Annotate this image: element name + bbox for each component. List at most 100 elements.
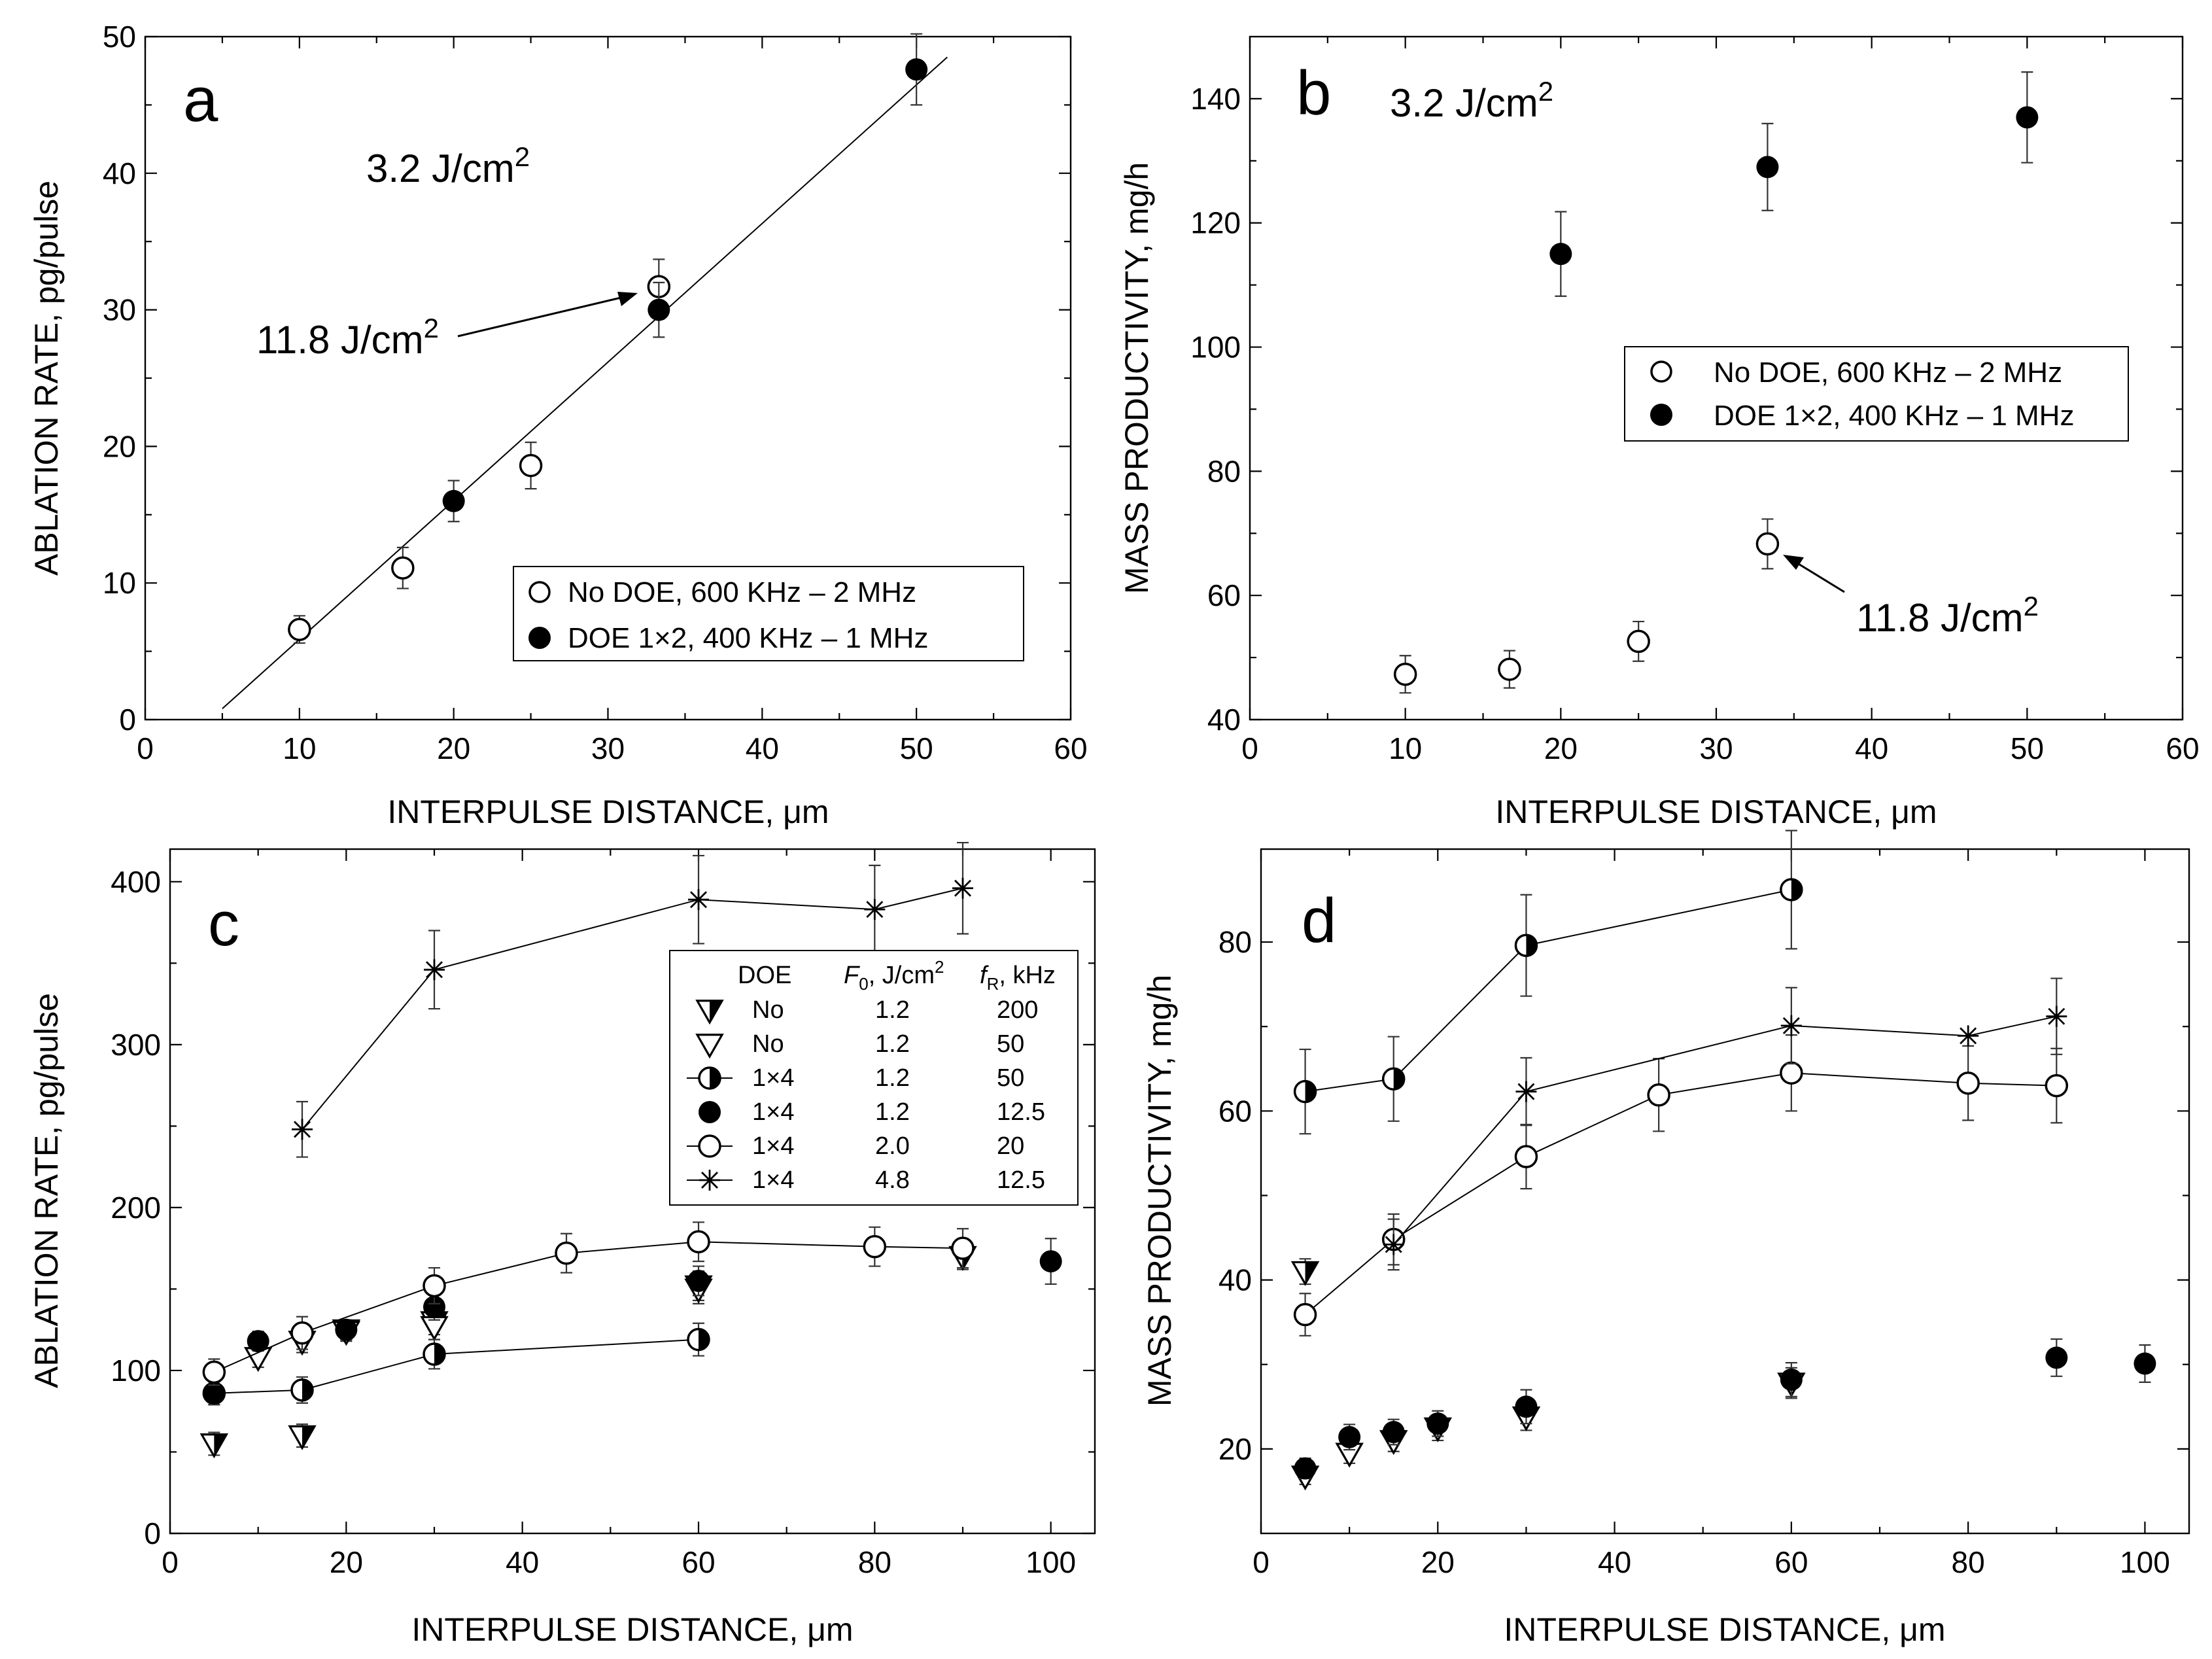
plot-frame-c — [169, 848, 1096, 1535]
x-tick-label-a: 10 — [283, 731, 316, 765]
data-point-d-0-fill — [1305, 1262, 1318, 1284]
x-tick-label-a: 30 — [591, 731, 625, 765]
data-point-d-4 — [1293, 1302, 1317, 1327]
plot-area-c: 0 20 40 60 80 100 0 100 200 300 400 INTERPULSE DIST… — [28, 841, 1096, 1648]
data-point-d-4 — [1956, 1071, 1980, 1095]
data-point-c-3 — [423, 1295, 445, 1318]
data-point-d-5 — [1515, 1081, 1537, 1102]
y-tick-label-c: 400 — [111, 865, 161, 899]
series-c-3 — [203, 1238, 1062, 1406]
series-d-1 — [1290, 1367, 1806, 1491]
x-tick-label-d: 60 — [1774, 1545, 1808, 1579]
y-tick-label-c: 200 — [111, 1191, 161, 1225]
data-point-d-3 — [1382, 1421, 1405, 1444]
data-point-b-1 — [1549, 243, 1572, 266]
legend-marker-c-5 — [699, 1170, 720, 1191]
y-tick-label-c: 300 — [111, 1028, 161, 1062]
data-point-d-0 — [1290, 1261, 1320, 1286]
series-line-d-4 — [1304, 1072, 2057, 1316]
legend-doe-c: 1×4 — [752, 1064, 794, 1092]
data-point-d-3 — [2134, 1352, 2156, 1375]
data-point-a-0 — [519, 453, 543, 478]
series-d-0 — [1290, 1258, 1320, 1286]
series-b-1 — [1549, 71, 2039, 297]
data-point-b-0 — [1627, 629, 1650, 654]
data-point-c-4 — [202, 1360, 226, 1384]
data-point-a-1 — [442, 489, 465, 512]
x-tick-label-c: 20 — [330, 1545, 363, 1579]
panel-letter-a: a — [183, 65, 218, 135]
series-d-5 — [1383, 977, 2067, 1271]
x-tick-label-c: 0 — [162, 1545, 179, 1579]
x-tick-label-a: 40 — [746, 731, 779, 765]
data-point-b-0 — [1498, 657, 1521, 681]
data-point-c-4 — [863, 1234, 887, 1259]
data-point-d-2 — [1381, 1067, 1406, 1091]
data-point-d-3 — [2045, 1346, 2068, 1369]
data-point-d-3 — [1338, 1425, 1361, 1448]
x-tick-label-b: 30 — [1699, 731, 1733, 765]
legend-header-fluence: F0, J/cm2 — [844, 957, 944, 994]
y-tick-label-d: 40 — [1218, 1263, 1252, 1297]
data-point-c-3 — [203, 1382, 226, 1405]
data-point-d-5 — [2046, 1005, 2067, 1027]
x-axis-title-d: INTERPULSE DISTANCE, μm — [1504, 1611, 1945, 1648]
x-tick-label-c: 60 — [682, 1545, 715, 1579]
data-point-d-4 — [2045, 1074, 2069, 1098]
panel-c: 0 20 40 60 80 100 0 100 200 300 400 INTERPULSE DIST… — [28, 841, 1096, 1648]
y-tick-label-c: 0 — [144, 1516, 161, 1550]
data-point-b-0 — [1393, 662, 1417, 686]
x-tick-label-b: 40 — [1855, 731, 1888, 765]
data-point-d-5 — [1780, 1015, 1802, 1036]
data-point-c-2-fill — [434, 1344, 445, 1365]
legend-marker-filled-b — [1650, 404, 1672, 426]
legend-marker-c-4 — [698, 1134, 721, 1158]
y-axis-title-b: MASS PRODUCTIVITY, mg/h — [1118, 162, 1155, 594]
panel-a: 0 10 20 30 40 50 60 0 10 20 30 40 50 INTERPULSE DISTA… — [28, 20, 1088, 830]
x-tick-label-d: 20 — [1421, 1545, 1455, 1579]
x-tick-label-b: 20 — [1544, 731, 1578, 765]
legend-marker-c-0 — [695, 1000, 724, 1025]
series-c-5 — [292, 841, 973, 1158]
data-point-a-0 — [288, 618, 311, 641]
y-tick-label-b: 140 — [1190, 82, 1241, 116]
x-axis-title-a: INTERPULSE DISTANCE, μm — [387, 794, 829, 830]
data-point-c-3 — [1039, 1250, 1062, 1273]
series-a-1 — [442, 33, 928, 523]
series-d-4 — [1293, 1034, 2069, 1336]
panel-b: 0 10 20 30 40 50 60 40 60 80 100 120 140 INTERPULSE D… — [1118, 35, 2200, 830]
data-point-c-0-fill — [214, 1434, 227, 1457]
x-tick-label-a: 0 — [137, 731, 154, 765]
x-tick-label-b: 10 — [1389, 731, 1422, 765]
legend-fluence-c: 4.8 — [875, 1166, 910, 1194]
data-point-d-3 — [1426, 1412, 1449, 1435]
data-point-d-2-fill — [1305, 1081, 1316, 1102]
legend-b: No DOE, 600 KHz – 2 MHz DOE 1×2, 400 KHz… — [1624, 346, 2129, 442]
y-tick-label-d: 80 — [1218, 925, 1252, 959]
series-c-0 — [199, 1242, 977, 1459]
fluence-annotation-a: 3.2 J/cm2 — [366, 141, 530, 190]
legend-doe-c: No — [752, 1030, 784, 1058]
legend-doe-c: No — [752, 996, 784, 1024]
data-point-c-5 — [292, 1119, 313, 1140]
data-point-c-0-fill — [302, 1426, 315, 1448]
data-point-d-3 — [1294, 1457, 1317, 1480]
legend-fluence-c: 2.0 — [875, 1132, 910, 1160]
data-point-d-2-fill — [1791, 879, 1802, 900]
data-point-c-3 — [335, 1318, 358, 1341]
data-point-c-0 — [199, 1433, 229, 1459]
y-tick-label-b: 100 — [1190, 330, 1241, 364]
legend-fluence-c: 1.2 — [875, 1098, 910, 1126]
data-point-d-2-fill — [1526, 935, 1537, 956]
arrowhead-a — [617, 292, 638, 306]
x-tick-label-b: 50 — [2011, 731, 2044, 765]
data-point-d-3 — [1780, 1368, 1803, 1391]
x-tick-label-c: 80 — [858, 1545, 891, 1579]
legend-fluence-c: 1.2 — [875, 1064, 910, 1092]
arrowhead-b — [1783, 555, 1804, 570]
series-b-0 — [1393, 518, 1780, 694]
data-point-d-2 — [1780, 878, 1803, 901]
legend-marker-c-0-fill — [710, 1000, 722, 1022]
legend-label-open-a: No DOE, 600 KHz – 2 MHz — [568, 576, 916, 608]
data-point-c-5 — [864, 899, 886, 920]
